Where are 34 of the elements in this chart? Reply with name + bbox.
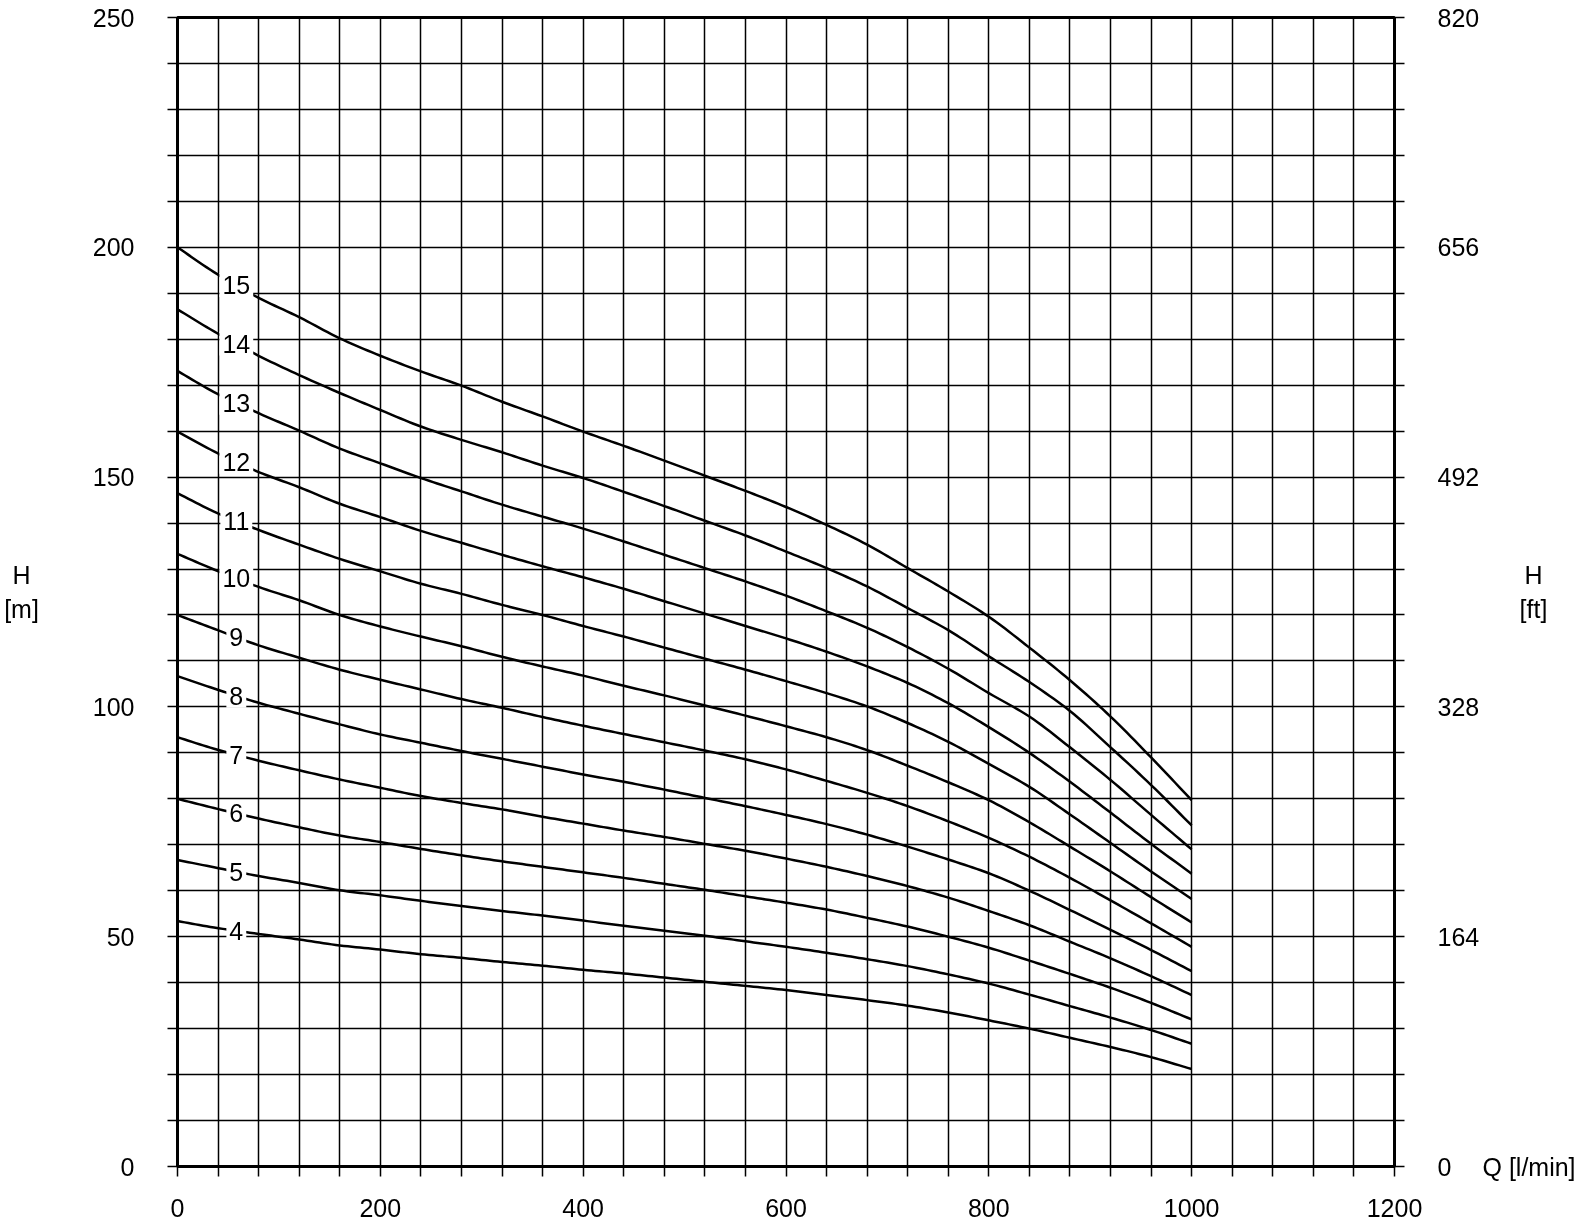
legend-label: 7	[229, 740, 244, 769]
x-axis-title: Q [l/min]	[1482, 1152, 1576, 1181]
y2-axis-title: H [ft]	[1519, 561, 1548, 623]
y2-tick-label: 328	[1437, 692, 1480, 721]
y2-tick-label: 492	[1437, 463, 1480, 492]
y-axis-title: H [m]	[4, 561, 39, 623]
y-tick-label: 150	[92, 463, 135, 492]
x-tick-label: 0	[170, 1193, 185, 1222]
x-tick-label: 400	[562, 1193, 605, 1222]
y2-tick-label: 656	[1437, 233, 1480, 262]
x-tick-label: 1000	[1163, 1193, 1220, 1222]
legend-label: 14	[222, 329, 251, 358]
legend-label: 10	[222, 564, 251, 593]
series-label: 9	[229, 623, 244, 652]
series-label: 5	[229, 857, 244, 886]
y2-tick-label: 164	[1437, 922, 1480, 951]
legend-label: 8	[229, 681, 244, 710]
legend-label: 6	[229, 799, 244, 828]
x-tick-label: 800	[967, 1193, 1010, 1222]
legend-label: 12	[222, 447, 251, 476]
y-tick-label: 100	[92, 692, 135, 721]
y-tick-label: 200	[92, 233, 135, 262]
x-tick-label: 600	[765, 1193, 807, 1222]
legend-label: 4	[229, 916, 244, 945]
y-tick-label: 0	[120, 1152, 135, 1181]
legend-label: 11	[223, 506, 250, 535]
x-tick-label: 200	[359, 1193, 402, 1222]
legend-label: 13	[222, 388, 251, 417]
y2-tick-label: 820	[1437, 3, 1480, 32]
y2-tick-label: 0	[1437, 1152, 1452, 1181]
x-tick-label: 1200	[1366, 1193, 1423, 1222]
y-tick-label: 250	[92, 3, 135, 32]
y-tick-label: 50	[106, 922, 135, 951]
legend-label: 15	[222, 270, 251, 299]
